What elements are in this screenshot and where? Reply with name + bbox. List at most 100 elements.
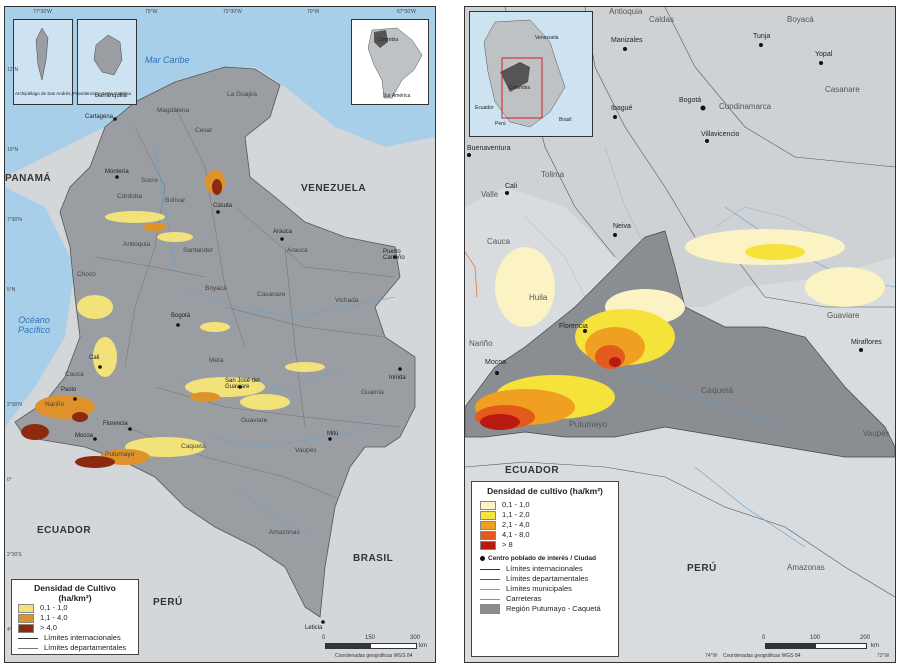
right-legend-class-0: 0,1 - 1,0 <box>480 500 610 510</box>
dept-antioquia: Antioquia <box>123 241 151 248</box>
r-dept-putumayo: Putumayo <box>569 419 608 429</box>
left-scale-2: 300 <box>410 635 421 641</box>
south-america-inset <box>351 19 429 105</box>
dept-boyaca: Boyacá <box>205 285 227 292</box>
r-swatch-1 <box>480 510 496 520</box>
right-scale-1: 100 <box>810 635 821 641</box>
coord-side-0: 12°N <box>7 67 19 73</box>
r-dept-amazonas: Amazonas <box>787 563 825 572</box>
r-line-dept <box>480 578 500 580</box>
coord-side-4: 2°30'N <box>7 402 22 408</box>
line-sample-intl <box>18 637 38 639</box>
left-legend-class-2: > 4,0 <box>18 623 132 633</box>
city-cucuta: Cúcuta <box>213 203 233 209</box>
inset-colombia-label: Colombia <box>377 37 399 43</box>
left-scale-0: 0 <box>322 635 326 641</box>
dept-guaviare: Guaviare <box>241 417 268 424</box>
city-mitu: Mitú <box>327 431 339 437</box>
r-swatch-2 <box>480 520 496 530</box>
r-swatch-region <box>480 604 500 615</box>
san-andres-caption: Archipiélago de San Andrés, Providencia … <box>15 91 131 96</box>
right-legend-line-3-label: Carreteras <box>506 594 542 603</box>
right-footer: Coordenadas geográficas WGS 84 <box>723 653 801 659</box>
dept-amazonas: Amazonas <box>269 529 300 536</box>
r-line-mun <box>480 588 500 590</box>
locator-shape <box>483 19 566 128</box>
r-label-ecuador: ECUADOR <box>505 465 560 476</box>
r-dept-vaupes: Vaupés <box>863 429 890 438</box>
label-brasil: BRASIL <box>353 553 394 564</box>
r-label-peru: PERÚ <box>687 563 717 574</box>
label-ecuador: ECUADOR <box>37 525 92 536</box>
dept-choco: Chocó <box>77 271 96 278</box>
left-legend-class-1: 1,1 - 4,0 <box>18 613 132 623</box>
r-dept-huila: Huila <box>529 293 548 302</box>
coord-side-5: 0° <box>7 477 12 483</box>
city-puerto-carreno: Puerto Carreño <box>383 249 405 261</box>
left-legend-line-1-label: Límites departamentales <box>44 643 127 652</box>
right-legend-line-1-label: Límites departamentales <box>506 574 589 583</box>
r-city-florencia: Florencia <box>559 323 588 330</box>
r-city-bogota: Bogotá <box>679 97 702 104</box>
right-scale-2: 200 <box>860 635 871 641</box>
right-scale-bar <box>765 643 867 649</box>
inset-south-america-label: Sur América <box>383 93 411 99</box>
right-legend-line-1: Límites departamentales <box>480 574 610 584</box>
left-legend-class-0: 0,1 - 1,0 <box>18 603 132 613</box>
r-city-manizales: Manizales <box>611 37 643 44</box>
city-florencia: Florencia <box>103 421 128 427</box>
label-mar-caribe: Mar Caribe <box>145 55 190 65</box>
dept-vaupes: Vaupés <box>295 447 317 454</box>
right-legend-class-4: > 8 <box>480 540 610 550</box>
providencia-inset <box>77 19 137 105</box>
r-dept-antioquia: Antioquia <box>609 7 643 16</box>
dept-cordoba: Córdoba <box>117 193 142 200</box>
r-city-mocoa: Mocoa <box>485 359 507 366</box>
dept-casanare: Casanare <box>257 291 286 298</box>
city-leticia: Leticia <box>305 625 323 631</box>
coord-top-3: 70°W <box>307 9 320 15</box>
coord-side-2: 7°30'N <box>7 217 22 223</box>
dept-vichada: Vichada <box>335 297 359 304</box>
right-legend-class-1-label: 1,1 - 2,0 <box>502 510 530 519</box>
coord-top-2: 72°30'W <box>223 9 242 15</box>
right-legend-class-3: 4,1 - 8,0 <box>480 530 610 540</box>
right-legend-class-2-label: 2,1 - 4,0 <box>502 520 530 529</box>
colombia-map-panel: Archipiélago de San Andrés, Providencia … <box>4 6 436 663</box>
r-dept-narino: Nariño <box>469 339 493 348</box>
left-legend-class-2-label: > 4,0 <box>40 623 57 632</box>
city-arauca: Arauca <box>273 229 293 235</box>
r-dept-tolima: Tolima <box>541 170 565 179</box>
left-legend: Densidad de Cultivo (ha/km²) 0,1 - 1,0 1… <box>11 579 139 655</box>
r-dept-casanare: Casanare <box>825 85 860 94</box>
r-dept-caqueta: Caquetá <box>701 385 734 395</box>
right-legend-class-1: 1,1 - 2,0 <box>480 510 610 520</box>
city-mocoa: Mocoa <box>75 433 94 439</box>
r-city-tunja: Tunja <box>753 33 771 40</box>
right-legend: Densidad de cultivo (ha/km²) 0,1 - 1,0 1… <box>471 481 619 657</box>
dept-bolivar: Bolívar <box>165 197 186 204</box>
left-legend-class-0-label: 0,1 - 1,0 <box>40 603 68 612</box>
right-legend-line-2-label: Límites municipales <box>506 584 572 593</box>
city-san-jose-guaviare: San José del Guaviare <box>225 378 260 390</box>
r-dept-boyaca: Boyacá <box>787 15 814 24</box>
r-line-road <box>480 598 500 600</box>
south-america-shape <box>367 27 423 99</box>
city-pasto: Pasto <box>61 387 77 393</box>
dept-cesar: Cesar <box>195 127 213 134</box>
right-legend-point: Centro poblado de interés / Ciudad <box>480 554 610 564</box>
point-icon <box>480 555 485 561</box>
r-coord-1: 72°W <box>877 653 890 659</box>
r-city-buenaventura: Buenaventura <box>467 145 511 152</box>
label-venezuela: VENEZUELA <box>301 183 367 194</box>
r-coord-0: 74°W <box>705 653 718 659</box>
dept-magdalena: Magdalena <box>157 107 190 114</box>
san-andres-shape <box>35 27 49 81</box>
r-city-yopal: Yopal <box>815 51 833 58</box>
locator-inset <box>469 11 593 137</box>
right-legend-point-label: Centro poblado de interés / Ciudad <box>488 555 596 562</box>
r-city-cali: Cali <box>505 183 518 190</box>
r-dept-valle: Valle <box>481 190 499 199</box>
right-legend-title: Densidad de cultivo (ha/km²) <box>487 486 603 496</box>
dept-meta: Meta <box>209 357 224 364</box>
